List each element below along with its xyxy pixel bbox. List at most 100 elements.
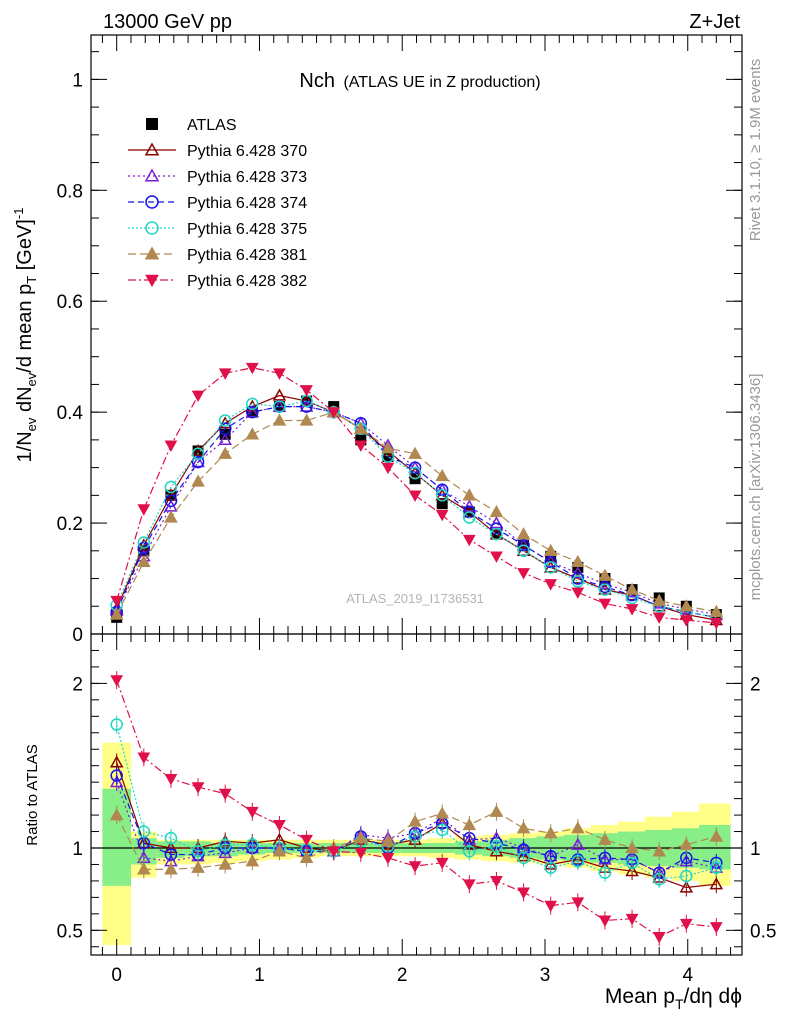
ratio-series-p382 xyxy=(110,671,723,946)
point-p382 xyxy=(598,598,612,611)
plot-title-sub: (ATLAS UE in Z production) xyxy=(343,74,540,91)
ratio-point-p382 xyxy=(381,852,395,865)
series-line-p370 xyxy=(116,394,717,621)
point-p373 xyxy=(218,432,232,446)
legend-label-p382: Pythia 6.428 382 xyxy=(187,273,307,290)
header-left: 13000 GeV pp xyxy=(103,11,232,33)
point-p375 xyxy=(571,575,585,588)
point-p382 xyxy=(110,595,124,608)
point-p382 xyxy=(462,534,476,547)
ratio-point-p382 xyxy=(709,922,723,934)
ratio-point-p382 xyxy=(300,834,313,847)
point-p381 xyxy=(571,554,585,568)
rivet-label: Rivet 3.1.10, ≥ 1.9M events xyxy=(747,59,764,242)
ratio-point-p381 xyxy=(299,850,314,864)
ratio-xtick-label: 3 xyxy=(540,965,551,986)
ratio-point-p375 xyxy=(137,825,151,838)
ratio-point-p382 xyxy=(435,857,449,870)
series-p382 xyxy=(110,362,723,630)
legend-label-p374: Pythia 6.428 374 xyxy=(187,195,307,212)
ratio-line-p382 xyxy=(116,679,717,938)
ratio-point-p381 xyxy=(652,844,666,857)
ratio-ylabel: Ratio to ATLAS xyxy=(24,744,41,845)
legend-marker-p370 xyxy=(144,142,160,156)
legend-entry-p374: Pythia 6.428 374 xyxy=(128,195,307,212)
legend-label-p375: Pythia 6.428 375 xyxy=(187,221,307,238)
point-p382 xyxy=(408,490,422,502)
ratio-point-p381 xyxy=(137,862,151,875)
ratio-xtick-label: 0 xyxy=(111,965,122,986)
point-p382 xyxy=(652,612,666,624)
ratio-point-p381 xyxy=(218,857,232,870)
ratio-point-p382 xyxy=(218,788,232,801)
point-p381 xyxy=(245,427,260,440)
main-ytick-label: 0.2 xyxy=(57,514,83,535)
plot-title: Nch (ATLAS UE in Z production) xyxy=(299,70,540,92)
ratio-point-p375 xyxy=(435,823,449,837)
ratio-point-p382 xyxy=(462,879,476,891)
series-line-p373 xyxy=(116,406,717,616)
ratio-point-p375 xyxy=(490,840,503,853)
legend-label-p381: Pythia 6.428 381 xyxy=(187,247,307,264)
legend: ATLAS Pythia 6.428 370 Pythia 6.428 373 Pyt… xyxy=(128,117,307,290)
point-p374 xyxy=(246,405,259,419)
point-atlas xyxy=(436,498,448,510)
ratio-point-p381 xyxy=(245,854,260,867)
legend-entry-p373: Pythia 6.428 373 xyxy=(128,168,307,186)
ratio-point-p382 xyxy=(191,782,205,794)
point-p381 xyxy=(435,468,449,482)
ratio-point-p370 xyxy=(625,864,639,877)
point-p382 xyxy=(625,604,639,616)
point-p375 xyxy=(544,561,557,574)
main-plot: 0 0.2 0.4 0.6 0.8 1 xyxy=(57,34,743,646)
series-p381 xyxy=(109,405,724,620)
point-p375 xyxy=(218,414,232,427)
ratio-point-p375 xyxy=(164,831,178,845)
main-ylabel: 1/Nev dNev/d mean pT [GeV]-1 xyxy=(11,208,39,463)
ratio-point-p375 xyxy=(408,830,422,843)
ratio-plot: 0.5 0.5 1 1 2 2 0 1 2 3 4 xyxy=(57,633,776,986)
point-p382 xyxy=(544,579,558,591)
ratio-point-p370 xyxy=(679,880,694,893)
ratio-point-p382 xyxy=(273,820,286,832)
ratio-ytick-label-right: 2 xyxy=(750,674,761,695)
point-p382 xyxy=(191,390,205,403)
legend-marker-p381 xyxy=(144,246,160,260)
point-p373 xyxy=(489,516,504,529)
ratio-point-p381 xyxy=(489,804,504,817)
point-p382 xyxy=(164,440,178,452)
ratio-point-p375 xyxy=(680,869,693,883)
point-p381 xyxy=(543,543,558,556)
ratio-point-p381 xyxy=(408,814,422,827)
point-p382 xyxy=(354,440,368,452)
point-p373 xyxy=(516,538,531,551)
ratio-point-p381 xyxy=(516,821,531,834)
ratio-point-p381 xyxy=(191,860,205,873)
ratio-point-p375 xyxy=(571,854,585,868)
main-ytick-label: 1 xyxy=(72,70,83,91)
legend-entry-p382: Pythia 6.428 382 xyxy=(128,273,307,290)
legend-entry-p375: Pythia 6.428 375 xyxy=(128,221,307,238)
point-p381 xyxy=(137,554,151,568)
ratio-point-p375 xyxy=(246,838,259,851)
point-p375 xyxy=(517,544,530,558)
point-p373 xyxy=(543,554,558,568)
point-p370 xyxy=(218,416,232,429)
point-p373 xyxy=(408,460,422,473)
analysis-watermark: ATLAS_2019_I1736531 xyxy=(346,591,484,606)
point-p381 xyxy=(598,568,612,581)
series-line-p382 xyxy=(116,367,717,624)
series-line-p374 xyxy=(116,406,717,618)
point-p373 xyxy=(462,499,477,512)
band-green xyxy=(238,843,266,855)
ratio-ytick-label: 0.5 xyxy=(57,921,83,942)
point-p381 xyxy=(299,413,314,426)
point-p381 xyxy=(218,446,232,459)
ratio-point-p381 xyxy=(272,844,287,857)
ratio-point-p373 xyxy=(109,775,124,788)
point-p382 xyxy=(709,618,723,630)
ratio-xtick-label: 2 xyxy=(397,965,408,986)
point-p382 xyxy=(679,615,693,627)
point-p375 xyxy=(408,466,422,480)
ratio-xtick-label: 4 xyxy=(682,965,693,986)
